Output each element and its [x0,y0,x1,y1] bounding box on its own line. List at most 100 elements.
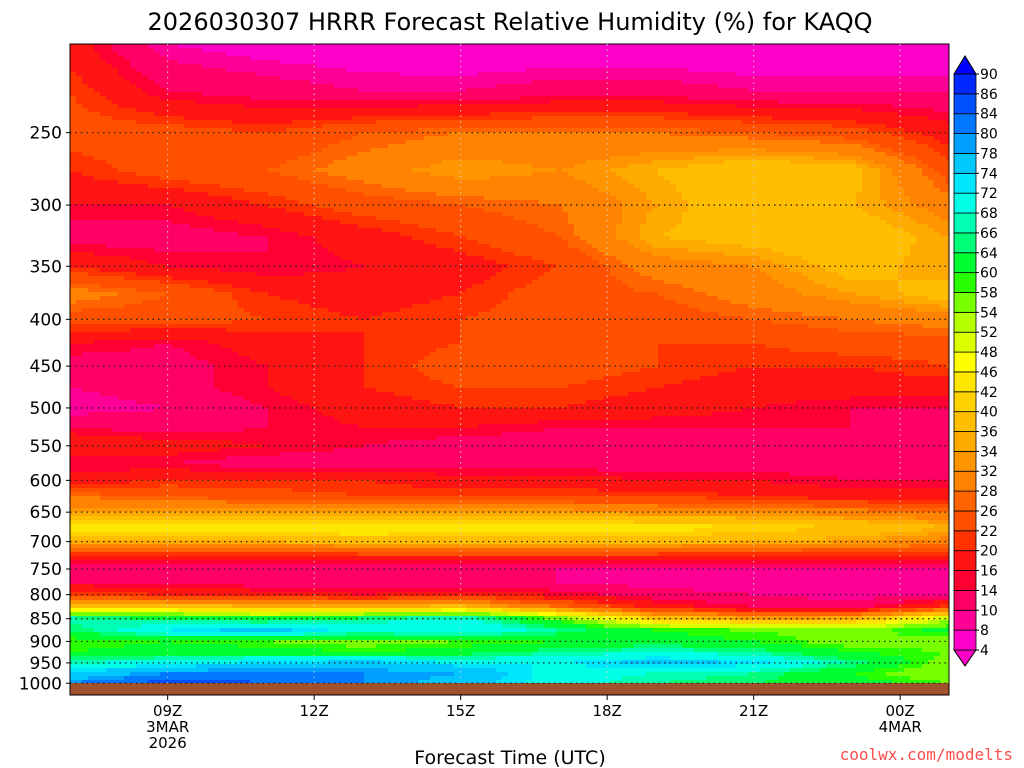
rh-cell [184,44,190,48]
rh-cell [472,48,478,52]
rh-cell [814,92,820,96]
rh-cell [208,96,214,100]
rh-cell [586,52,592,56]
rh-cell [658,88,664,92]
rh-cell [838,76,844,80]
rh-cell [766,76,772,80]
rh-cell [538,80,544,84]
rh-cell [208,56,214,60]
rh-cell [328,56,334,60]
rh-cell [184,92,190,96]
rh-cell [118,72,124,76]
rh-cell [622,68,628,72]
rh-cell [898,56,904,60]
rh-cell [706,72,712,76]
rh-cell [352,48,358,52]
rh-cell [454,80,460,84]
rh-cell [82,96,88,100]
rh-cell [262,44,268,48]
rh-cell [700,56,706,60]
rh-cell [832,52,838,56]
rh-cell [508,84,514,88]
rh-cell [316,76,322,80]
rh-cell [922,88,928,92]
rh-cell [106,56,112,60]
rh-cell [274,68,280,72]
rh-cell [508,92,514,96]
rh-cell [310,64,316,68]
rh-cell [166,84,172,88]
rh-cell [274,84,280,88]
rh-cell [322,44,328,48]
rh-cell [940,84,946,88]
rh-cell [844,56,850,60]
rh-cell [772,76,778,80]
rh-cell [736,44,742,48]
rh-cell [100,84,106,88]
rh-cell [760,48,766,52]
rh-cell [616,60,622,64]
rh-cell [358,68,364,72]
rh-cell [880,52,886,56]
rh-cell [832,48,838,52]
rh-cell [616,64,622,68]
rh-cell [190,56,196,60]
rh-cell [646,60,652,64]
rh-cell [784,64,790,68]
rh-cell [190,84,196,88]
rh-cell [898,80,904,84]
rh-cell [208,44,214,48]
rh-cell [706,56,712,60]
rh-cell [334,76,340,80]
rh-cell [478,72,484,76]
rh-cell [262,64,268,68]
rh-cell [358,44,364,48]
rh-cell [532,60,538,64]
rh-cell [628,44,634,48]
rh-cell [262,56,268,60]
rh-cell [364,60,370,64]
rh-cell [358,52,364,56]
rh-cell [274,72,280,76]
rh-cell [226,88,232,92]
rh-cell [808,56,814,60]
rh-cell [268,84,274,88]
rh-cell [94,96,100,100]
rh-cell [448,92,454,96]
rh-cell [910,48,916,52]
rh-cell [766,48,772,52]
rh-cell [220,76,226,80]
rh-cell [598,64,604,68]
rh-cell [322,52,328,56]
rh-cell [364,48,370,52]
rh-cell [322,88,328,92]
rh-cell [916,64,922,68]
rh-cell [112,84,118,88]
rh-cell [178,64,184,68]
rh-cell [862,64,868,68]
rh-cell [784,76,790,80]
rh-cell [682,48,688,52]
rh-cell [712,56,718,60]
rh-cell [580,64,586,68]
rh-cell [376,52,382,56]
rh-cell [496,44,502,48]
rh-cell [574,72,580,76]
chart-title: 2026030307 HRRR Forecast Relative Humidi… [148,8,873,36]
rh-cell [370,64,376,68]
rh-cell [664,64,670,68]
rh-cell [256,56,262,60]
rh-cell [916,92,922,96]
rh-cell [490,84,496,88]
rh-cell [82,64,88,68]
rh-cell [472,60,478,64]
rh-cell [280,80,286,84]
rh-cell [130,80,136,84]
rh-cell [904,88,910,92]
rh-cell [400,44,406,48]
rh-cell [814,60,820,64]
rh-cell [664,48,670,52]
rh-cell [292,52,298,56]
rh-cell [502,92,508,96]
rh-cell [742,92,748,96]
